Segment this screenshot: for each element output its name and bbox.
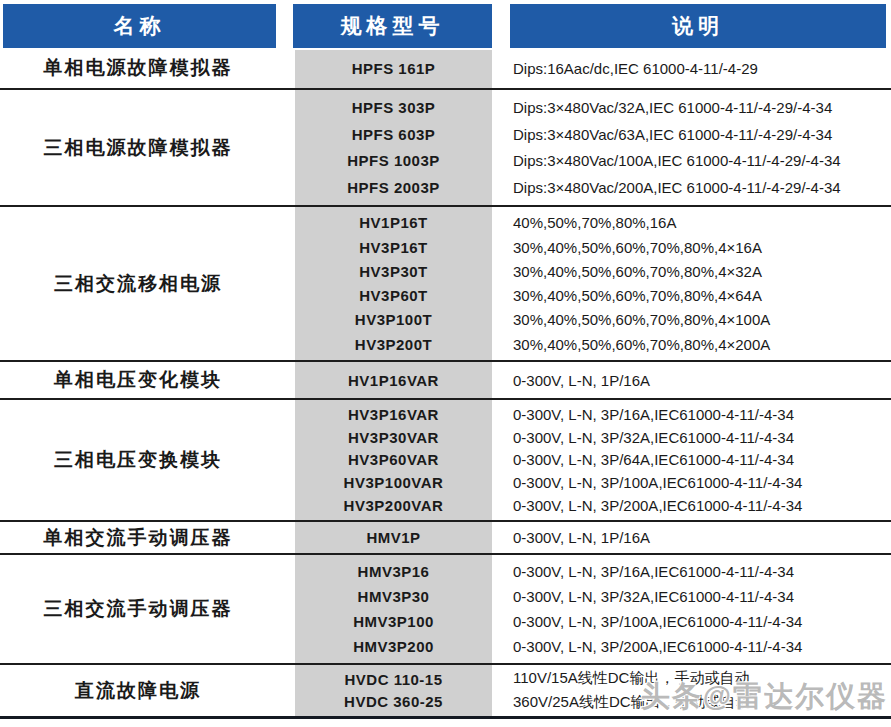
name-cell: 直流故障电源 [0, 665, 276, 716]
model-number: HVDC 360-25 [344, 693, 443, 710]
name-cell: 单相电压变化模块 [0, 362, 276, 398]
description-text: 30%,40%,50%,60%,70%,80%,4×200A [513, 336, 770, 353]
description-text: 0-300V, L-N, 3P/32A,IEC61000-4-11/-4-34 [513, 588, 794, 605]
name-cell: 三相交流手动调压器 [0, 555, 276, 663]
table-group: 三相交流手动调压器 HMV3P16 HMV3P30 HMV3P100 HMV3P200 0… [0, 555, 891, 665]
product-name: 三相交流手动调压器 [44, 596, 233, 622]
description-text: 0-300V, L-N, 1P/16A [513, 372, 650, 389]
description-cell: Dips:16Aac/dc,IEC 61000-4-11/-4-29 [492, 48, 891, 88]
description-text: 30%,40%,50%,60%,70%,80%,4×16A [513, 239, 762, 256]
model-number: HMV3P100 [353, 613, 434, 630]
description-text: 0-300V, L-N, 3P/32A,IEC61000-4-11/-4-34 [513, 429, 794, 446]
description-text: Dips:3×480Vac/63A,IEC 61000-4-11/-4-29/-… [513, 126, 832, 143]
model-number: HPFS 161P [352, 60, 436, 77]
model-cell: HV1P16VAR [276, 362, 492, 398]
product-name: 三相电压变换模块 [54, 447, 222, 473]
model-number: HV3P16VAR [348, 406, 439, 423]
model-number: HPFS 303P [352, 99, 436, 116]
table-group: 单相电压变化模块 HV1P16VAR 0-300V, L-N, 1P/16A [0, 362, 891, 400]
description-text: Dips:16Aac/dc,IEC 61000-4-11/-4-29 [513, 60, 758, 77]
product-name: 三相交流移相电源 [54, 271, 222, 297]
model-cell: HVDC 110-15 HVDC 360-25 [276, 665, 492, 716]
spec-table-page: 名称 规格型号 说明 单相电源故障模拟器 HPFS 161P Dips:16Aac/… [0, 0, 891, 727]
table-group: 单相交流手动调压器 HMV1P 0-300V, L-N, 1P/16A [0, 522, 891, 555]
name-cell: 三相交流移相电源 [0, 207, 276, 360]
description-text: 0-300V, L-N, 3P/200A,IEC61000-4-11/-4-34 [513, 638, 802, 655]
product-name: 单相交流手动调压器 [44, 525, 233, 551]
description-text: 30%,40%,50%,60%,70%,80%,4×32A [513, 263, 762, 280]
description-text: 30%,40%,50%,60%,70%,80%,4×100A [513, 311, 770, 328]
description-text: 0-300V, L-N, 1P/16A [513, 529, 650, 546]
model-number: HV3P100VAR [344, 474, 444, 491]
description-cell: 0-300V, L-N, 3P/16A,IEC61000-4-11/-4-34 0… [492, 400, 891, 520]
description-text: 0-300V, L-N, 3P/64A,IEC61000-4-11/-4-34 [513, 451, 794, 468]
name-cell: 三相电压变换模块 [0, 400, 276, 520]
model-number: HMV1P [366, 529, 420, 546]
description-text: 0-300V, L-N, 3P/100A,IEC61000-4-11/-4-34 [513, 613, 802, 630]
model-cell: HV3P16VAR HV3P30VAR HV3P60VAR HV3P100VAR HV3… [276, 400, 492, 520]
model-number: HPFS 2003P [347, 179, 440, 196]
name-cell: 单相电源故障模拟器 [0, 48, 276, 88]
description-cell: Dips:3×480Vac/32A,IEC 61000-4-11/-4-29/-… [492, 90, 891, 205]
description-text: 0-300V, L-N, 3P/16A,IEC61000-4-11/-4-34 [513, 563, 794, 580]
table-body: 单相电源故障模拟器 HPFS 161P Dips:16Aac/dc,IEC 6100… [0, 48, 891, 719]
product-name: 单相电源故障模拟器 [44, 55, 233, 81]
description-text: 0-300V, L-N, 3P/100A,IEC61000-4-11/-4-34 [513, 474, 802, 491]
description-text: 40%,50%,70%,80%,16A [513, 214, 676, 231]
description-text: Dips:3×480Vac/32A,IEC 61000-4-11/-4-29/-… [513, 99, 832, 116]
model-cell: HMV1P [276, 522, 492, 553]
model-number: HV3P60VAR [348, 451, 439, 468]
table-group: 三相电源故障模拟器HPFS 303PHPFS 603PHPFS 1003PHPF… [0, 90, 891, 207]
product-name: 直流故障电源 [75, 678, 201, 704]
description-text: 0-300V, L-N, 3P/16A,IEC61000-4-11/-4-34 [513, 406, 794, 423]
model-number: HPFS 603P [352, 126, 436, 143]
table-group: 三相电压变换模块HV3P16VARHV3P30VARHV3P60VARHV3P1… [0, 400, 891, 522]
description-cell: 0-300V, L-N, 1P/16A [492, 522, 891, 553]
column-header-name: 名称 [3, 4, 276, 48]
description-cell: 40%,50%,70%,80%,16A 30%,40%,50%,60%,70%,8… [492, 207, 891, 360]
name-cell: 三相电源故障模拟器 [0, 90, 276, 205]
model-number: HV3P100T [355, 311, 432, 328]
name-cell: 单相交流手动调压器 [0, 522, 276, 553]
model-number: HMV3P200 [353, 638, 434, 655]
watermark-text: 头条@雷达尔仪器 [641, 677, 888, 717]
description-cell: 0-300V, L-N, 3P/16A,IEC61000-4-11/-4-34 0… [492, 555, 891, 663]
model-number: HV1P16T [359, 214, 428, 231]
model-number: HV1P16VAR [348, 372, 439, 389]
model-number: HV3P60T [359, 287, 428, 304]
description-text: Dips:3×480Vac/200A,IEC 61000-4-11/-4-29/… [513, 179, 841, 196]
model-number: HV3P30T [359, 263, 428, 280]
description-text: Dips:3×480Vac/100A,IEC 61000-4-11/-4-29/… [513, 152, 841, 169]
model-number: HV3P200T [355, 336, 432, 353]
description-cell: 0-300V, L-N, 1P/16A [492, 362, 891, 398]
model-cell: HPFS 161P [276, 48, 492, 88]
product-name: 单相电压变化模块 [54, 367, 222, 393]
model-cell: HMV3P16 HMV3P30 HMV3P100 HMV3P200 [276, 555, 492, 663]
description-text: 0-300V, L-N, 3P/200A,IEC61000-4-11/-4-34 [513, 497, 802, 514]
model-number: HMV3P30 [358, 588, 430, 605]
model-cell: HV1P16T HV3P16T HV3P30T HV3P60T HV3P100T HV3P… [276, 207, 492, 360]
column-header-model: 规格型号 [293, 4, 492, 48]
model-cell: HPFS 303P HPFS 603P HPFS 1003P HPFS 2003P [276, 90, 492, 205]
column-header-description: 说明 [510, 4, 886, 48]
model-number: HMV3P16 [358, 563, 430, 580]
product-name: 三相电源故障模拟器 [44, 135, 233, 161]
table-group: 单相电源故障模拟器 HPFS 161P Dips:16Aac/dc,IEC 6100… [0, 48, 891, 90]
model-number: HVDC 110-15 [344, 671, 442, 688]
model-number: HV3P16T [359, 239, 428, 256]
table-group: 三相交流移相电源 HV1P16T HV3P16T HV3P30T HV3P60T HV3P… [0, 207, 891, 362]
model-number: HV3P200VAR [344, 497, 444, 514]
model-number: HV3P30VAR [348, 429, 439, 446]
description-text: 30%,40%,50%,60%,70%,80%,4×64A [513, 287, 762, 304]
model-number: HPFS 1003P [347, 152, 440, 169]
